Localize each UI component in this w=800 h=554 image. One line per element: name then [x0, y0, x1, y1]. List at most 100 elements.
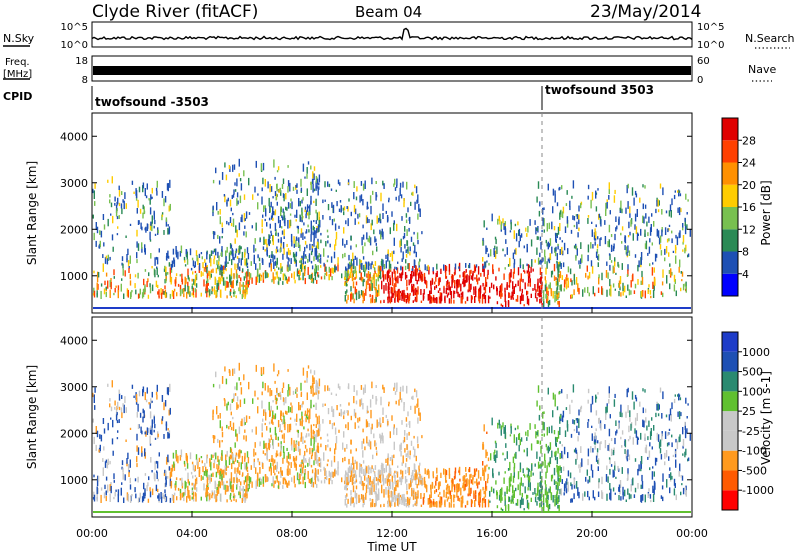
velocity-cell: [236, 467, 238, 473]
power-cell: [389, 268, 391, 271]
velocity-cell: [504, 458, 506, 461]
power-cell: [587, 275, 589, 280]
velocity-cell: [668, 414, 671, 421]
velocity-cell: [259, 441, 261, 444]
power-cell: [601, 272, 603, 281]
velocity-cell: [439, 501, 441, 504]
power-cell: [614, 233, 616, 241]
velocity-cell: [522, 468, 524, 474]
power-cell: [379, 229, 381, 235]
velocity-cell: [482, 443, 484, 450]
power-cell: [143, 206, 145, 215]
velocity-cell: [466, 501, 469, 505]
power-cell: [230, 295, 233, 298]
velocity-cell: [255, 480, 257, 489]
power-cell: [559, 210, 562, 215]
power-cell: [647, 232, 649, 237]
power-cell: [244, 272, 247, 279]
velocity-cell: [330, 460, 333, 467]
velocity-cell: [170, 468, 172, 474]
velocity-cell: [640, 456, 643, 465]
velocity-cell: [129, 477, 131, 484]
power-cell: [420, 300, 423, 303]
power-cell: [296, 225, 299, 229]
power-cell: [245, 281, 247, 285]
velocity-cell: [230, 448, 233, 452]
velocity-cell: [268, 438, 270, 444]
velocity-cell: [151, 391, 153, 398]
power-cell: [281, 215, 283, 218]
velocity-cell: [607, 445, 609, 451]
velocity-cell: [382, 474, 384, 482]
power-cell: [205, 284, 207, 292]
power-cell: [455, 280, 458, 285]
velocity-cell: [685, 490, 687, 497]
power-cell: [231, 259, 233, 266]
velocity-cell: [564, 430, 567, 437]
velocity-cell: [661, 413, 663, 419]
velocity-cell: [479, 503, 481, 506]
power-cell: [124, 192, 126, 200]
power-cell: [236, 198, 238, 206]
power-cell: [519, 278, 521, 288]
power-cell: [273, 262, 275, 269]
power-cell: [310, 234, 312, 242]
velocity-cell: [366, 421, 369, 428]
velocity-cell: [330, 392, 333, 395]
power-cell: [164, 279, 166, 284]
power-cell: [608, 195, 610, 200]
power-cell: [397, 275, 399, 284]
velocity-cell: [234, 442, 236, 448]
velocity-cell: [539, 471, 542, 480]
power-cell: [576, 221, 578, 229]
power-cell: [436, 263, 438, 270]
velocity-cell: [284, 479, 287, 485]
power-cell: [517, 280, 519, 287]
power-cell: [324, 181, 326, 188]
velocity-cell: [546, 427, 548, 436]
power-cell: [161, 212, 164, 215]
velocity-cell: [279, 391, 281, 396]
power-cell: [248, 212, 251, 215]
power-cell: [486, 260, 488, 263]
power-cell: [201, 256, 203, 260]
velocity-cell: [198, 467, 201, 475]
power-cell: [224, 280, 226, 286]
power-cell: [234, 250, 237, 254]
velocity-cell: [298, 479, 300, 485]
velocity-cell: [628, 425, 630, 433]
velocity-cell: [157, 433, 159, 438]
power-cell: [136, 259, 138, 264]
velocity-cell: [345, 470, 347, 475]
velocity-cell: [136, 433, 138, 441]
power-cell: [359, 258, 361, 267]
power-cell: [676, 236, 679, 246]
velocity-cell: [448, 467, 451, 476]
power-cell: [317, 224, 320, 230]
velocity-cell: [112, 450, 114, 456]
velocity-cell: [389, 481, 392, 490]
power-cell: [498, 267, 500, 272]
velocity-cell: [156, 384, 158, 392]
velocity-cell: [355, 479, 358, 483]
velocity-cell: [478, 505, 481, 508]
power-cell: [279, 220, 281, 228]
power-cell: [519, 258, 522, 266]
velocity-cell: [560, 467, 562, 473]
velocity-cell: [465, 467, 467, 472]
power-cell: [114, 202, 116, 206]
power-cell: [216, 290, 218, 297]
power-cell: [346, 273, 348, 281]
power-cell: [686, 224, 688, 230]
power-cell: [373, 273, 375, 279]
power-cell: [235, 248, 238, 252]
freq-trace-band: [93, 66, 691, 75]
power-cell: [139, 288, 141, 295]
power-cell: [122, 268, 124, 276]
velocity-cell: [641, 494, 643, 501]
power-cell: [154, 269, 156, 278]
power-cell: [454, 267, 456, 275]
power-cell: [400, 265, 402, 271]
power-cell: [233, 189, 235, 195]
power-cell: [394, 266, 396, 270]
